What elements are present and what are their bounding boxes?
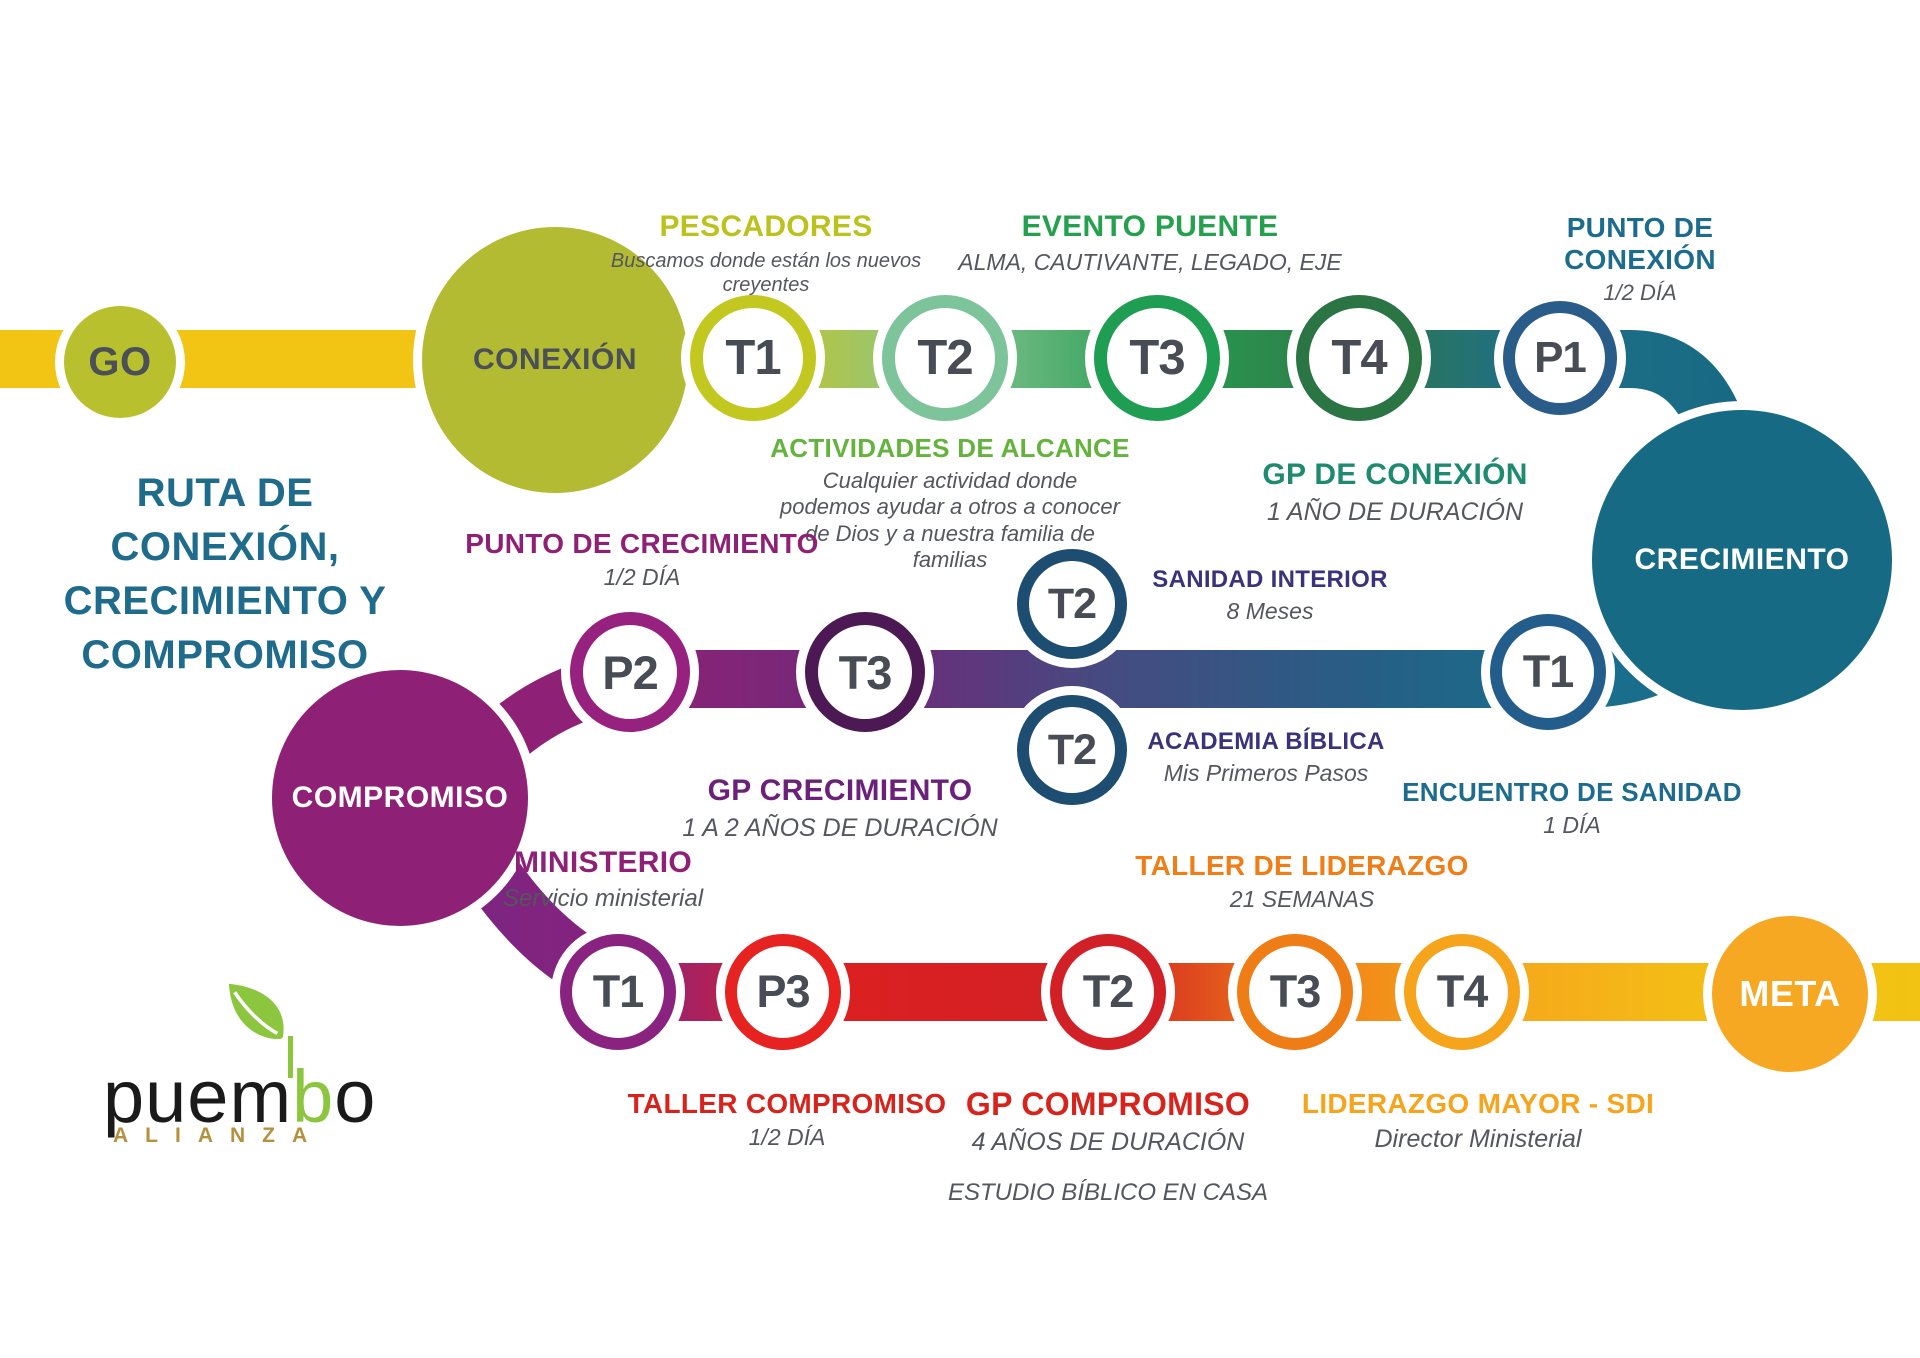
node-t3-crecimiento: T3 [805,612,925,732]
label-taller-compromiso: TALLER COMPROMISO 1/2 DÍA [628,1088,947,1152]
label-encuentro-sanidad: ENCUENTRO DE SANIDAD 1 DÍA [1402,777,1742,839]
label-punto-crecimiento: PUNTO DE CRECIMIENTO 1/2 DÍA [465,528,818,592]
node-label: T2 [917,331,973,385]
node-label: T2 [1082,966,1135,1017]
leaf-stem [288,1036,293,1078]
node-t1-compromiso: T1 [560,934,676,1050]
page-title: RUTA DE CONEXIÓN, CRECIMIENTO Y COMPROMI… [63,471,387,677]
label-ministerio: MINISTERIO Servicio ministerial [503,846,703,913]
logo-subtext: ALIANZA [113,1124,325,1147]
label-title-gp-compromiso: GP COMPROMISO [965,1086,1251,1122]
node-t4-compromiso: T4 [1404,934,1520,1050]
hub-crecimiento: CRECIMIENTO [1592,410,1892,710]
label-title-gp-conexion: GP DE CONEXIÓN [1262,458,1528,491]
label-evento-puente: EVENTO PUENTE ALMA, CAUTIVANTE, LEGADO, E… [958,210,1341,276]
node-t1-conexion: T1 [690,295,816,421]
label-sub-gp-conexion: 1 AÑO DE DURACIÓN [1266,497,1524,526]
label-title-sanidad-interior: SANIDAD INTERIOR [1152,566,1388,593]
label-title-encuentro-sanidad: ENCUENTRO DE SANIDAD [1402,777,1742,807]
label-title-punto-crecimiento: PUNTO DE CRECIMIENTO [465,528,819,559]
label-liderazgo-mayor: LIDERAZGO MAYOR - SDI Director Ministeria… [1302,1088,1654,1154]
node-label: T4 [1436,966,1489,1017]
label-gp-conexion: GP DE CONEXIÓN 1 AÑO DE DURACIÓN [1262,458,1527,527]
label-title-pescadores: PESCADORES [659,210,873,243]
label-punto-conexion: PUNTO DE CONEXIÓN 1/2 DÍA [1500,212,1780,307]
label-sub-gp-crecimiento: 1 A 2 AÑOS DE DURACIÓN [682,813,998,842]
label-sub-encuentro-sanidad: 1 DÍA [1543,811,1601,838]
label-taller-liderazgo: TALLER DE LIDERAZGO 21 SEMANAS [1135,850,1468,914]
node-t2-academia: T2 [1017,695,1127,805]
label-sub-punto-crecimiento: 1/2 DÍA [603,564,681,591]
label-gp-crecimiento: GP CRECIMIENTO 1 A 2 AÑOS DE DURACIÓN [682,774,997,843]
node-label: T1 [592,966,645,1017]
node-t2-compromiso: T2 [1050,934,1166,1050]
node-label: T1 [1522,646,1575,697]
label-sub-liderazgo-mayor: Director Ministerial [1374,1125,1582,1154]
label-sub-evento-puente: ALMA, CAUTIVANTE, LEGADO, EJE [958,248,1342,275]
node-p2: P2 [570,612,690,732]
node-label: T4 [1331,331,1387,385]
node-t3-conexion: T3 [1094,295,1220,421]
hub-compromiso: COMPROMISO [272,670,528,926]
label-sub-taller-compromiso: 1/2 DÍA [748,1124,826,1151]
label-gp-compromiso: GP COMPROMISO 4 AÑOS DE DURACIÓN ESTUDIO B… [948,1086,1268,1208]
label-sub2-gp-compromiso: ESTUDIO BÍBLICO EN CASA [947,1178,1269,1206]
label-sub-punto-conexion: 1/2 DÍA [1603,280,1677,306]
label-academia-biblica: ACADEMIA BÍBLICA Mis Primeros Pasos [1147,728,1384,787]
label-sub-academia-biblica: Mis Primeros Pasos [1163,759,1369,786]
label-sub-taller-liderazgo: 21 SEMANAS [1229,886,1375,913]
label-sub-actividades: Cualquier actividad donde podemos ayudar… [780,467,1120,573]
hub-label: CONEXIÓN [472,343,638,376]
label-sub-pescadores: Buscamos donde están los nuevos creyente… [610,249,922,296]
node-t4-conexion: T4 [1296,295,1422,421]
puembo-logo: puembo ALIANZA [103,950,423,1180]
label-title-actividades: ACTIVIDADES DE ALCANCE [770,433,1130,463]
node-t3-compromiso: T3 [1237,934,1353,1050]
label-title-punto-conexion: PUNTO DE CONEXIÓN [1564,212,1716,276]
node-t2-conexion: T2 [882,295,1008,421]
node-label: T3 [838,645,893,699]
node-label: T2 [1047,579,1097,628]
label-title-taller-liderazgo: TALLER DE LIDERAZGO [1135,850,1469,881]
node-label: T3 [1269,966,1322,1017]
leaf-icon [228,983,284,1040]
node-t1-crecimiento: T1 [1490,614,1606,730]
node-label: P1 [1534,333,1587,382]
label-title-evento-puente: EVENTO PUENTE [1021,210,1279,243]
logo-text-green-b: b [292,1055,335,1138]
node-p1: P1 [1503,301,1617,415]
hub-label: GO [88,339,152,384]
node-label: P3 [756,966,810,1017]
logo-text-suffix: o [334,1055,377,1138]
node-label: T1 [725,331,781,385]
hub-label: META [1739,973,1841,1014]
hub-conexion: CONEXIÓN [422,227,688,493]
logo-text-prefix: puem [103,1055,293,1138]
logo-wordmark: puembo [103,1054,376,1139]
label-sub-gp-compromiso: 4 AÑOS DE DURACIÓN [971,1127,1245,1156]
node-label: T3 [1129,331,1185,385]
node-p3: P3 [725,934,841,1050]
label-title-gp-crecimiento: GP CRECIMIENTO [707,774,973,807]
label-sub-ministerio: Servicio ministerial [502,884,704,912]
label-title-academia-biblica: ACADEMIA BÍBLICA [1147,728,1385,755]
label-title-liderazgo-mayor: LIDERAZGO MAYOR - SDI [1301,1088,1655,1119]
hub-label: COMPROMISO [291,781,509,814]
node-label: P2 [602,645,658,699]
hub-go: GO [64,306,176,418]
node-label: T2 [1047,725,1097,774]
hub-meta: META [1712,916,1868,1072]
label-title-taller-compromiso: TALLER COMPROMISO [627,1088,947,1119]
hub-label: CRECIMIENTO [1634,543,1850,576]
label-sanidad-interior: SANIDAD INTERIOR 8 Meses [1152,566,1387,625]
label-actividades: ACTIVIDADES DE ALCANCE Cualquier activida… [770,433,1130,573]
label-sub-sanidad-interior: 8 Meses [1226,597,1314,624]
label-pescadores: PESCADORES Buscamos donde están los nuevo… [611,210,921,297]
label-title-ministerio: MINISTERIO [513,846,692,879]
